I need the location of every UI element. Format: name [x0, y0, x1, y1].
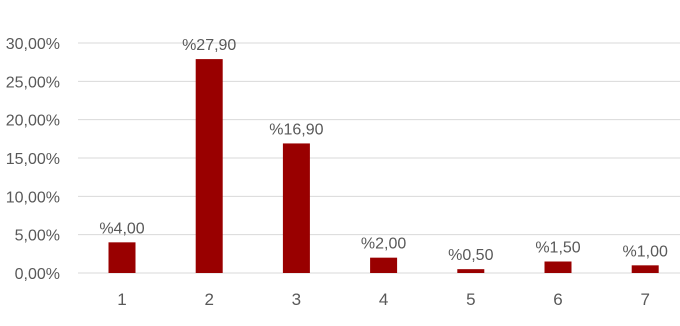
y-tick-label: 15,00% [6, 151, 60, 168]
y-axis-tick-labels: 0,00% 5,00% 10,00% 15,00% 20,00% 25,00% 30,00% [6, 36, 60, 283]
bar [370, 257, 398, 273]
data-label: %0,50 [448, 247, 493, 264]
data-labels: %4,00 %27,90 %16,90 %2,00 %0,50 %1,50 %1,00 [99, 37, 668, 264]
x-tick-label: 5 [466, 290, 475, 309]
bar [108, 242, 136, 273]
x-tick-label: 3 [292, 290, 301, 309]
y-tick-label: 20,00% [6, 113, 60, 130]
y-tick-label: 25,00% [6, 74, 60, 91]
bar [457, 269, 485, 273]
x-tick-label: 7 [640, 290, 649, 309]
gridlines [78, 42, 680, 274]
bar [282, 143, 310, 273]
bar [195, 59, 223, 273]
y-tick-label: 0,00% [15, 266, 60, 283]
x-axis-tick-labels: 1 2 3 4 5 6 7 [117, 290, 650, 309]
data-label: %1,00 [623, 243, 668, 260]
bars [108, 59, 659, 273]
x-tick-label: 4 [379, 290, 388, 309]
y-tick-label: 5,00% [15, 228, 60, 245]
y-tick-label: 10,00% [6, 189, 60, 206]
data-label: %16,90 [269, 121, 323, 138]
data-label: %2,00 [361, 236, 406, 253]
data-label: %1,50 [535, 240, 580, 257]
x-tick-label: 6 [553, 290, 562, 309]
x-tick-label: 2 [204, 290, 213, 309]
x-tick-label: 1 [117, 290, 126, 309]
data-label: %4,00 [99, 220, 144, 237]
bar [544, 261, 572, 273]
bar [631, 265, 659, 273]
y-tick-label: 30,00% [6, 36, 60, 53]
data-label: %27,90 [182, 37, 236, 54]
